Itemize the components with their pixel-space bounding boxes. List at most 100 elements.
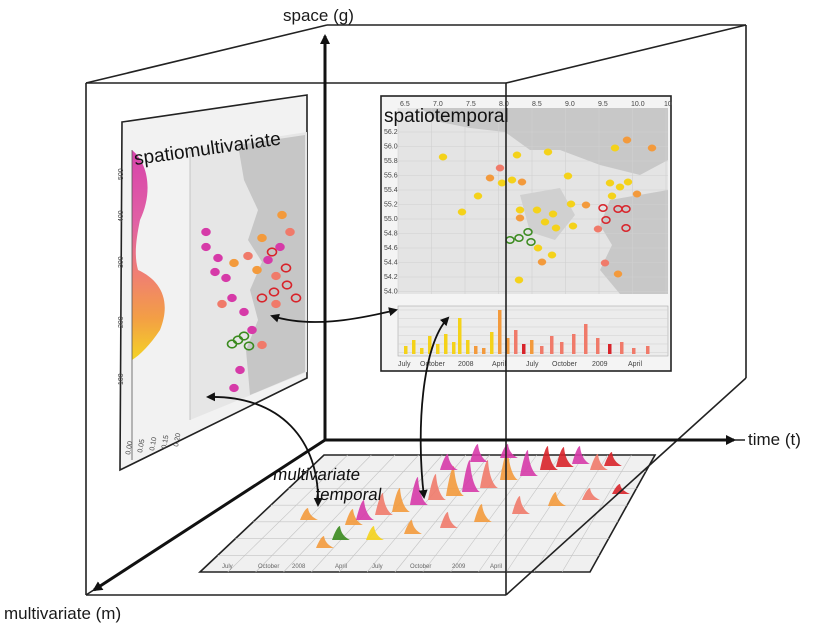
multivariate-temporal-title-2: temporal xyxy=(314,485,383,504)
st-lon-tick: 10 xyxy=(664,101,672,108)
st-lat-tick: 54.2 xyxy=(384,274,398,281)
mt-time-tick: October xyxy=(258,564,279,570)
st-point xyxy=(566,200,576,208)
st-lat-tick: 55.0 xyxy=(384,216,398,223)
mt-profile xyxy=(582,488,600,500)
mt-time-tick: July xyxy=(372,564,383,570)
spatiomultivariate-panel: 500 400 300 200 100 0.00 0.05 0.10 0.15 … xyxy=(118,94,308,472)
mt-profile xyxy=(440,512,458,528)
spmv-point xyxy=(243,341,255,351)
st-time-bar xyxy=(466,340,470,354)
svg-text:300: 300 xyxy=(118,256,125,268)
spmv-point xyxy=(257,340,267,350)
link-spmv-mt xyxy=(206,392,323,507)
st-time-bar xyxy=(646,346,650,354)
st-point xyxy=(485,174,495,182)
st-land-right xyxy=(600,190,668,294)
st-point xyxy=(526,238,536,246)
st-land-mid xyxy=(520,188,575,240)
mt-profile xyxy=(572,446,590,464)
mt-profile xyxy=(345,509,363,525)
st-time-bar xyxy=(482,348,486,354)
mt-profile xyxy=(548,492,566,506)
st-point xyxy=(495,164,505,172)
st-lon-tick: 8.5 xyxy=(532,101,542,108)
spmv-point xyxy=(226,339,238,349)
st-time-bar xyxy=(596,338,600,354)
st-point xyxy=(623,178,633,186)
spmv-point xyxy=(275,242,285,252)
st-time-tick: 2008 xyxy=(458,361,474,368)
st-time-tick: April xyxy=(492,361,506,368)
st-point xyxy=(523,228,533,236)
st-point xyxy=(601,216,611,224)
st-time-bar xyxy=(458,318,462,354)
spmv-point xyxy=(221,273,231,283)
st-time-bar xyxy=(572,334,576,354)
st-point xyxy=(473,192,483,200)
st-lon-tick: 9.0 xyxy=(565,101,575,108)
mt-time-tick: April xyxy=(335,564,347,570)
st-time-tick: April xyxy=(628,361,642,368)
mt-profile xyxy=(540,446,558,470)
st-lat-tick: 56.0 xyxy=(384,144,398,151)
st-point xyxy=(457,208,467,216)
st-lat-tick: 54.8 xyxy=(384,231,398,238)
spmv-point xyxy=(281,280,293,290)
st-point xyxy=(532,206,542,214)
st-land-top xyxy=(420,108,668,175)
st-lat-tick: 55.8 xyxy=(384,158,398,165)
st-point xyxy=(512,151,522,159)
st-time-bar xyxy=(490,332,494,354)
spatiotemporal-panel: 56.2 56.0 55.8 55.6 55.4 55.2 55.0 54.8 54.6 54.4… xyxy=(380,95,672,372)
st-time-bar xyxy=(540,346,544,354)
mt-profile xyxy=(556,447,574,467)
st-point xyxy=(514,276,524,284)
spmv-point xyxy=(285,227,295,237)
spmv-point xyxy=(227,293,237,303)
st-lat-tick: 55.6 xyxy=(384,173,398,180)
spmv-point xyxy=(235,365,245,375)
multivariate-temporal-panel: July October 2008 April July October 2009 April… xyxy=(197,444,657,573)
svg-text:0.05: 0.05 xyxy=(137,439,146,454)
st-point xyxy=(610,144,620,152)
spmv-point xyxy=(268,287,280,297)
st-point xyxy=(438,153,448,161)
svg-text:0.20: 0.20 xyxy=(173,433,182,448)
spmv-point xyxy=(271,271,281,281)
spmv-point xyxy=(277,210,287,220)
spmv-point xyxy=(210,267,220,277)
st-point xyxy=(563,172,573,180)
st-lon-tick: 8.0 xyxy=(499,101,509,108)
svg-text:0.00: 0.00 xyxy=(125,441,134,456)
st-point xyxy=(517,178,527,186)
mt-profile xyxy=(392,488,410,512)
link-spmv-st xyxy=(270,307,398,323)
cube-front-edges xyxy=(85,24,747,596)
st-time-bar xyxy=(632,348,636,354)
st-lat-tick: 54.4 xyxy=(384,260,398,267)
mt-profile xyxy=(300,508,318,520)
st-time-bar xyxy=(560,342,564,354)
st-point xyxy=(647,144,657,152)
multivariate-axis-label: multivariate (m) xyxy=(4,604,122,623)
st-point xyxy=(515,214,525,222)
st-time-bar xyxy=(474,346,478,354)
st-point xyxy=(613,270,623,278)
st-time-tick: 2009 xyxy=(592,361,608,368)
st-time-bar xyxy=(412,340,416,354)
spmv-point xyxy=(290,293,302,303)
link-st-mt xyxy=(418,316,450,499)
st-time-bar xyxy=(522,344,526,354)
mt-profile xyxy=(332,526,350,540)
st-point xyxy=(551,224,561,232)
st-time-bar xyxy=(420,348,424,354)
st-point xyxy=(537,258,547,266)
st-lon-tick: 9.5 xyxy=(598,101,608,108)
mt-time-tick: April xyxy=(490,564,502,570)
mt-time-tick: 2009 xyxy=(452,564,466,570)
st-point xyxy=(615,183,625,191)
st-lat-tick: 56.2 xyxy=(384,129,398,136)
st-time-bar xyxy=(530,340,534,354)
